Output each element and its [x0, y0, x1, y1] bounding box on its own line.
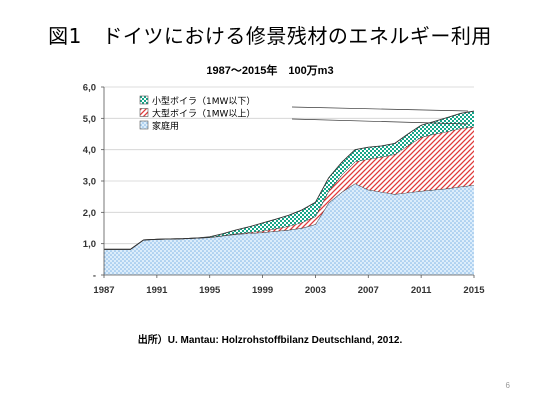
- x-tick-label: 2011: [411, 285, 432, 296]
- legend-swatch-small_boiler: [139, 95, 149, 105]
- legend-swatch-household: [139, 120, 149, 130]
- legend-leader-small: [291, 106, 469, 112]
- x-tick-label: 1999: [252, 285, 273, 296]
- y-tick-label: -: [93, 271, 96, 282]
- source-note: 出所）U. Mantau: Holzrohstoffbilanz Deutsch…: [137, 335, 403, 346]
- x-tick-label: 1987: [93, 285, 114, 296]
- y-tick-label: 5,0: [83, 114, 96, 125]
- y-tick-label: 3,0: [83, 177, 96, 188]
- x-tick-label: 1991: [146, 285, 168, 296]
- slide-title: 図1 ドイツにおける修景残材のエネルギー利用: [48, 24, 492, 48]
- line-small_boiler: [104, 110, 475, 250]
- area-large_boiler: [104, 126, 474, 250]
- y-tick-label: 2,0: [83, 208, 96, 219]
- y-tick-label: 6,0: [83, 83, 96, 94]
- legend: 小型ボイラ（1MW以下）大型ボイラ（1MW以上）家庭用: [139, 95, 469, 132]
- chart-title: 1987〜2015年 100万m3: [206, 65, 334, 77]
- legend-leader-large: [291, 118, 469, 125]
- x-tick-label: 2007: [358, 285, 379, 296]
- x-tick-label: 1995: [199, 285, 221, 296]
- legend-label-large_boiler: 大型ボイラ（1MW以上）: [152, 108, 255, 120]
- area-series: [104, 110, 475, 275]
- y-tick-label: 4,0: [83, 145, 96, 156]
- x-tick-label: 2003: [305, 285, 326, 296]
- legend-swatch-large_boiler: [139, 108, 149, 117]
- legend-label-small_boiler: 小型ボイラ（1MW以下）: [152, 96, 255, 107]
- legend-label-household: 家庭用: [152, 120, 179, 132]
- area-small_boiler: [104, 111, 474, 250]
- page-number: 6: [505, 381, 510, 390]
- x-tick-label: 2015: [463, 285, 485, 296]
- axes: - 1,0 2,0 3,0 4,0 5,0 6,0 1987 1991 1995 1999 2003 2…: [83, 83, 485, 297]
- y-tick-label: 1,0: [83, 239, 96, 250]
- area-household: [104, 183, 474, 275]
